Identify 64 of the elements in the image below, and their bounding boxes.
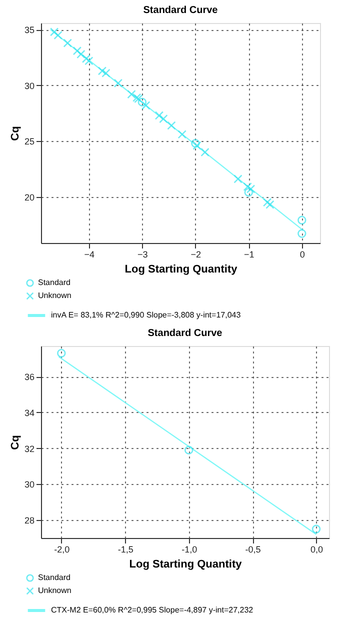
- y-tick-label: 30: [24, 80, 34, 91]
- point: [178, 130, 186, 139]
- x-tick-label: -0,5: [245, 544, 261, 554]
- point: [50, 28, 59, 36]
- x-tick-label: −1: [244, 250, 254, 260]
- x-tick-label: -1,5: [118, 544, 134, 554]
- point: [244, 188, 254, 197]
- point: [84, 56, 94, 66]
- y-tick-label: 34: [24, 408, 34, 418]
- y-tick-label: 28: [24, 516, 34, 526]
- y-tick-label: 25: [24, 136, 34, 147]
- legend-label: Unknown: [38, 291, 72, 300]
- x-axis-title: Log Starting Quantity: [124, 264, 238, 276]
- point: [114, 78, 123, 88]
- legend-label: CTX-M2 E=60,0% R^2=0,995 Slope=-4,897 y-int=27,232: [51, 606, 254, 614]
- point: [76, 50, 86, 59]
- point: [192, 141, 202, 150]
- point: [266, 200, 274, 209]
- x-tick-label: -1,0: [182, 544, 198, 554]
- chart-title: Standard Curve: [148, 328, 223, 339]
- point: [298, 216, 306, 225]
- point: [82, 54, 91, 64]
- point: [98, 66, 107, 76]
- point: [167, 121, 176, 130]
- legend-label: Standard: [38, 573, 70, 582]
- x-tick-label: −2: [190, 250, 202, 260]
- point: [127, 90, 136, 99]
- point: [132, 93, 142, 102]
- y-axis-title: Cq: [9, 126, 22, 141]
- point: [102, 68, 110, 78]
- y-tick-label: 32: [24, 444, 34, 454]
- point: [72, 46, 82, 56]
- point: [191, 138, 200, 148]
- point: [138, 98, 147, 106]
- x-tick-label: −4: [84, 250, 95, 260]
- point: [154, 111, 164, 120]
- x-tick-label: 0,0: [310, 544, 324, 554]
- point: [54, 30, 62, 40]
- point: [246, 184, 256, 194]
- legend-label: Unknown: [38, 586, 72, 595]
- point: [142, 101, 150, 110]
- point: [184, 446, 194, 454]
- point: [159, 114, 168, 124]
- point: [57, 348, 66, 358]
- point: [312, 524, 321, 534]
- y-tick-label: 20: [24, 192, 34, 202]
- y-tick-label: 30: [24, 480, 34, 490]
- point: [200, 148, 210, 157]
- legend-label: invA E= 83,1% R^2=0,990 Slope=-3,808 y-int=17,043: [51, 310, 242, 320]
- point: [134, 94, 143, 104]
- point: [262, 198, 272, 207]
- point: [63, 38, 72, 48]
- x-tick-label: −3: [138, 250, 148, 260]
- chart-title: Standard Curve: [143, 5, 218, 16]
- x-axis-title: Log Starting Quantity: [129, 558, 243, 570]
- point: [243, 182, 252, 192]
- x-tick-label: -2,0: [54, 544, 70, 554]
- y-tick-label: 36: [24, 372, 34, 382]
- x-tick-label: 0: [300, 250, 305, 260]
- y-tick-label: 35: [24, 25, 34, 36]
- point: [298, 229, 306, 238]
- y-axis-title: Cq: [9, 435, 22, 450]
- point: [234, 174, 242, 184]
- legend-label: Standard: [38, 278, 70, 287]
